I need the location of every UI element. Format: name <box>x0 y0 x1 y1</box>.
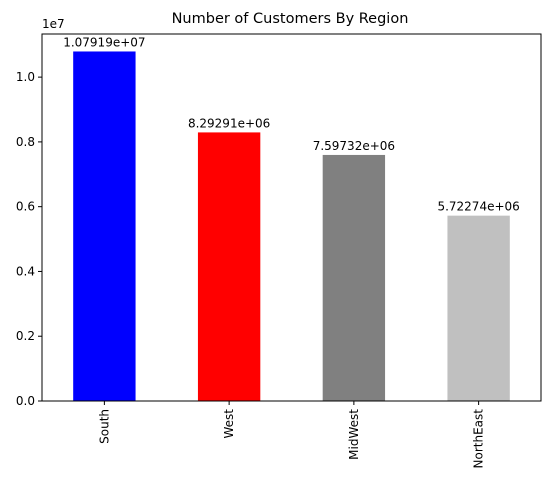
bar-midwest <box>322 154 386 401</box>
plot-frame <box>41 33 542 402</box>
x-tick-label-south: South <box>97 409 111 444</box>
y-tick-label: 0.2 <box>16 329 35 343</box>
value-label-northeast: 5.72274e+06 <box>437 200 519 214</box>
y-tick-label: 0.0 <box>16 394 35 408</box>
y-tick-label: 0.4 <box>16 264 35 278</box>
y-axis-offset-label: 1e7 <box>42 17 65 31</box>
x-tick-label-northeast: NorthEast <box>472 409 486 469</box>
x-axis-ticks: South West MidWest NorthEast <box>97 401 486 469</box>
y-axis-ticks: 0.0 0.2 0.4 0.6 0.8 1.0 <box>16 70 42 408</box>
value-label-south: 1.07919e+07 <box>63 35 145 49</box>
bar-northeast <box>447 215 510 401</box>
bars-group <box>73 51 510 402</box>
value-labels-group: 1.07919e+07 8.29291e+06 7.59732e+06 5.72274… <box>63 35 520 213</box>
bar-south <box>73 51 136 401</box>
value-label-west: 8.29291e+06 <box>188 116 270 130</box>
x-tick-label-west: West <box>222 409 236 439</box>
bar-west <box>197 132 261 402</box>
y-tick-label: 0.6 <box>16 200 35 214</box>
chart-title: Number of Customers By Region <box>172 11 409 27</box>
y-tick-label: 0.8 <box>16 135 35 149</box>
y-tick-label: 1.0 <box>16 70 35 84</box>
value-label-midwest: 7.59732e+06 <box>313 139 395 153</box>
x-tick-label-midwest: MidWest <box>347 409 361 460</box>
